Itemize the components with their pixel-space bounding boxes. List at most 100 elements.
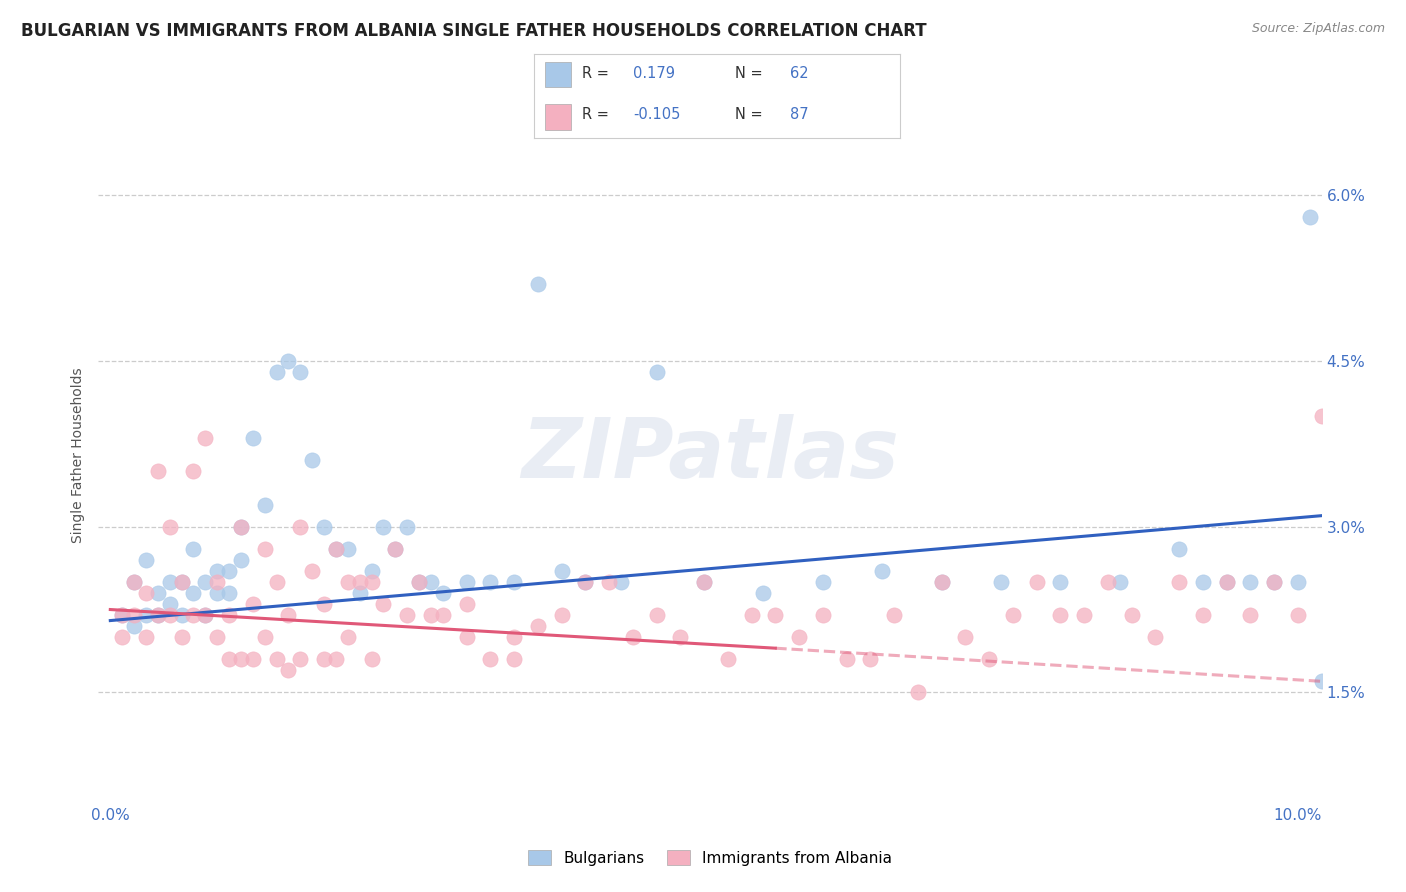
- Point: [503, 574, 526, 589]
- Point: [312, 597, 335, 611]
- Point: [456, 597, 478, 611]
- Point: [183, 608, 205, 623]
- Point: [373, 597, 395, 611]
- Point: [325, 541, 347, 556]
- Point: [360, 564, 382, 578]
- Legend: Bulgarians, Immigrants from Albania: Bulgarians, Immigrants from Albania: [522, 844, 898, 871]
- Point: [859, 652, 882, 666]
- Point: [883, 608, 905, 623]
- Text: R =: R =: [582, 107, 613, 122]
- Point: [384, 541, 406, 556]
- Point: [955, 630, 977, 644]
- Point: [218, 608, 240, 623]
- Point: [253, 498, 276, 512]
- Text: 62: 62: [790, 66, 808, 81]
- Text: BULGARIAN VS IMMIGRANTS FROM ALBANIA SINGLE FATHER HOUSEHOLDS CORRELATION CHART: BULGARIAN VS IMMIGRANTS FROM ALBANIA SIN…: [21, 22, 927, 40]
- Point: [266, 365, 288, 379]
- Point: [1299, 211, 1322, 225]
- Point: [194, 574, 217, 589]
- Point: [122, 574, 145, 589]
- Point: [1263, 574, 1285, 589]
- Point: [598, 574, 620, 589]
- Point: [907, 685, 929, 699]
- Point: [277, 608, 299, 623]
- Point: [1073, 608, 1095, 623]
- Point: [527, 619, 550, 633]
- Point: [870, 564, 893, 578]
- Point: [229, 553, 252, 567]
- Point: [242, 597, 264, 611]
- Point: [253, 541, 276, 556]
- Point: [253, 630, 276, 644]
- Point: [290, 365, 312, 379]
- Point: [1192, 574, 1215, 589]
- Point: [408, 574, 430, 589]
- Point: [205, 564, 228, 578]
- Point: [170, 574, 193, 589]
- Point: [574, 574, 596, 589]
- Point: [122, 608, 145, 623]
- Point: [811, 608, 834, 623]
- Point: [242, 431, 264, 445]
- Point: [290, 652, 312, 666]
- Point: [290, 519, 312, 533]
- Point: [610, 574, 633, 589]
- Point: [1168, 541, 1191, 556]
- Point: [194, 431, 217, 445]
- Point: [301, 453, 323, 467]
- Point: [349, 586, 371, 600]
- Point: [527, 277, 550, 291]
- Point: [420, 574, 443, 589]
- Point: [218, 564, 240, 578]
- Point: [111, 608, 134, 623]
- Point: [146, 608, 169, 623]
- Point: [146, 608, 169, 623]
- Point: [349, 574, 371, 589]
- Point: [1108, 574, 1130, 589]
- Point: [312, 652, 335, 666]
- Point: [229, 519, 252, 533]
- Point: [787, 630, 810, 644]
- Point: [574, 574, 596, 589]
- Point: [194, 608, 217, 623]
- Point: [266, 574, 288, 589]
- Point: [752, 586, 775, 600]
- Point: [373, 519, 395, 533]
- Point: [1215, 574, 1237, 589]
- Text: Source: ZipAtlas.com: Source: ZipAtlas.com: [1251, 22, 1385, 36]
- Point: [1001, 608, 1024, 623]
- Point: [990, 574, 1012, 589]
- Point: [396, 519, 419, 533]
- Point: [1168, 574, 1191, 589]
- Point: [183, 586, 205, 600]
- Point: [1121, 608, 1143, 623]
- Text: N =: N =: [735, 66, 768, 81]
- Point: [645, 608, 668, 623]
- Point: [1286, 574, 1309, 589]
- Point: [1025, 574, 1047, 589]
- Point: [408, 574, 430, 589]
- Point: [669, 630, 692, 644]
- Point: [1097, 574, 1119, 589]
- Point: [1215, 574, 1237, 589]
- Point: [763, 608, 786, 623]
- Point: [479, 652, 502, 666]
- Point: [1263, 574, 1285, 589]
- Point: [931, 574, 953, 589]
- Point: [111, 630, 134, 644]
- Point: [360, 574, 382, 589]
- Point: [183, 465, 205, 479]
- Point: [170, 630, 193, 644]
- Point: [242, 652, 264, 666]
- Point: [741, 608, 763, 623]
- Point: [1286, 608, 1309, 623]
- Point: [503, 630, 526, 644]
- Point: [456, 574, 478, 589]
- Point: [811, 574, 834, 589]
- Point: [550, 564, 572, 578]
- Point: [456, 630, 478, 644]
- Point: [621, 630, 644, 644]
- Point: [1049, 574, 1071, 589]
- Point: [693, 574, 716, 589]
- Point: [1310, 674, 1333, 689]
